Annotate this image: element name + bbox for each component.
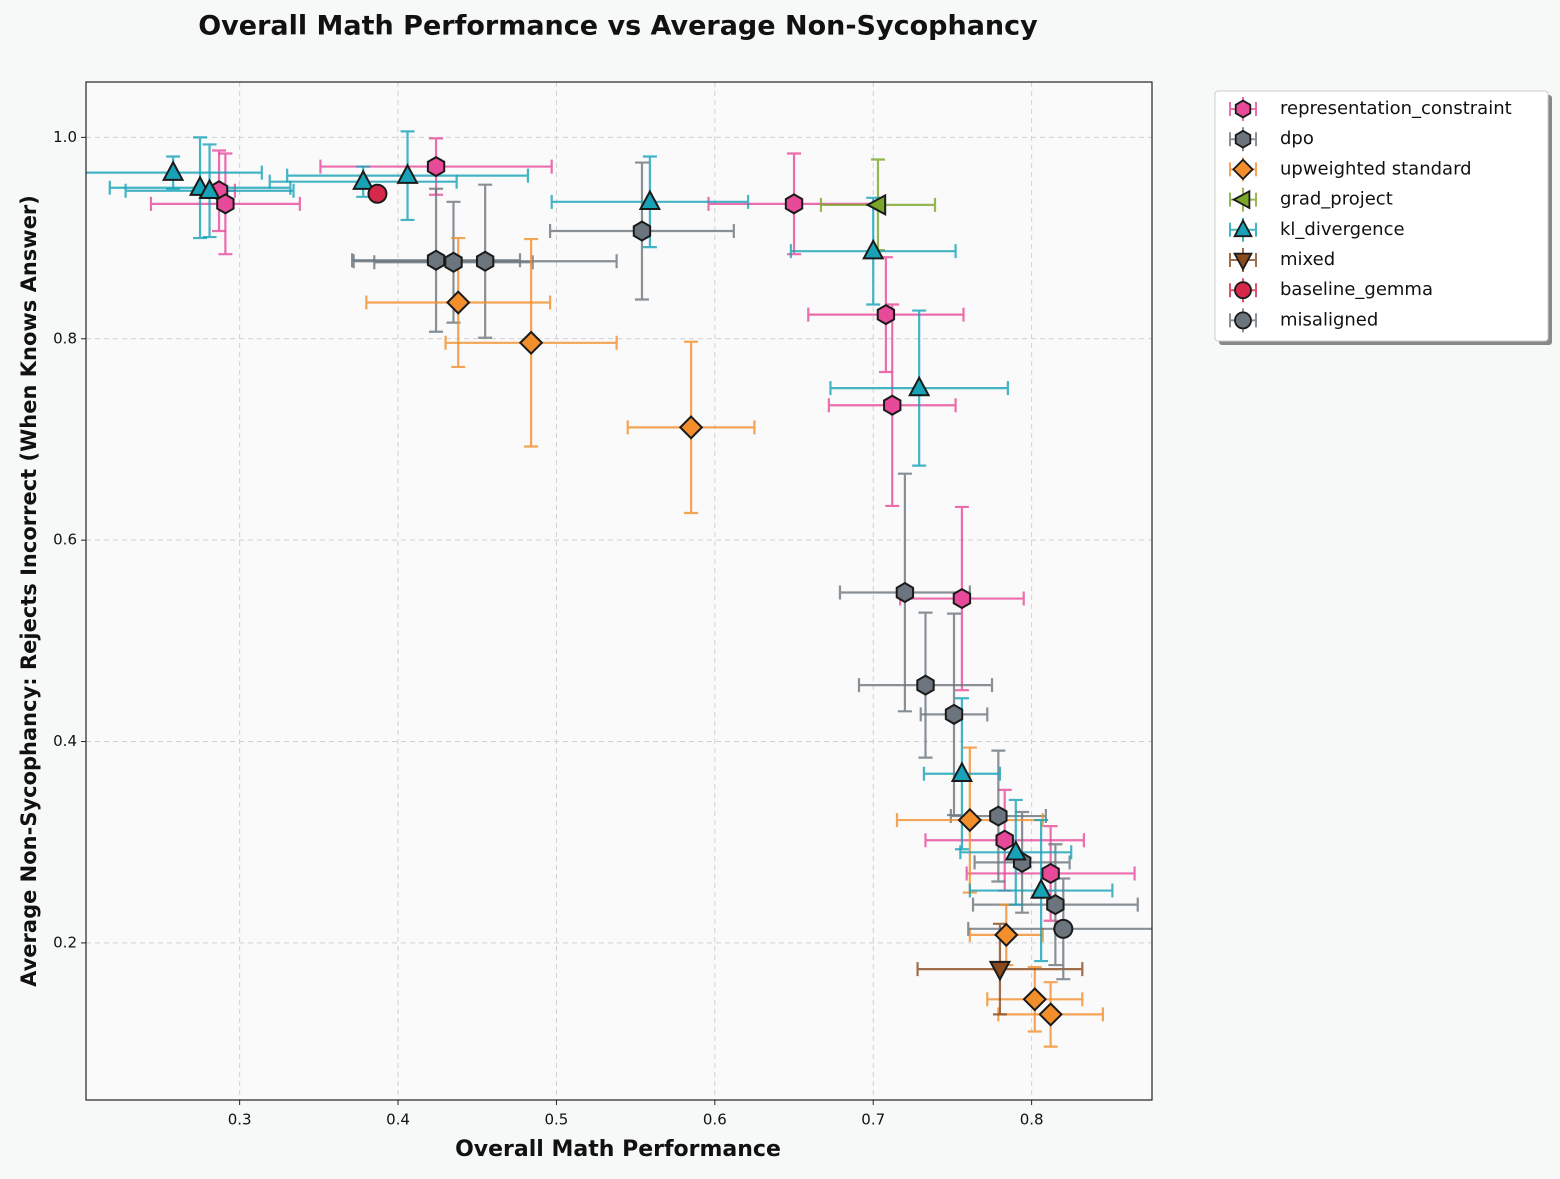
marker xyxy=(678,415,704,440)
marks xyxy=(86,130,1152,1048)
marker xyxy=(198,178,221,199)
marker xyxy=(957,807,983,833)
marker xyxy=(161,160,185,181)
marker xyxy=(444,251,463,273)
y-tick-label: 0.6 xyxy=(53,531,77,549)
marker xyxy=(1029,878,1053,899)
marker xyxy=(396,163,419,184)
marker xyxy=(1234,311,1252,330)
marker xyxy=(426,249,446,271)
x-tick-label: 0.4 xyxy=(386,1111,410,1129)
marker xyxy=(1234,281,1252,300)
marker xyxy=(518,330,544,356)
marker xyxy=(916,674,935,696)
marker xyxy=(883,394,902,416)
legend-label: representation_constraint xyxy=(1280,98,1512,119)
marker xyxy=(446,290,471,315)
marker xyxy=(1022,987,1048,1012)
marker xyxy=(895,581,915,604)
marker xyxy=(988,960,1012,982)
legend-label: grad_project xyxy=(1280,189,1393,210)
marker xyxy=(1232,158,1254,181)
marker xyxy=(876,303,896,326)
legend-label: upweighted standard xyxy=(1280,158,1472,179)
marker xyxy=(352,169,375,190)
marker xyxy=(950,761,974,782)
marker xyxy=(632,220,652,242)
legend-label: misaligned xyxy=(1280,309,1378,330)
legend-label: baseline_gemma xyxy=(1280,279,1433,300)
marker xyxy=(862,238,885,260)
y-axis-label: Average Non-Sycophancy: Rejects Incorrec… xyxy=(17,195,41,987)
marker xyxy=(426,155,446,178)
marker xyxy=(908,375,931,397)
plot-frame xyxy=(85,81,1153,1101)
x-tick-label: 0.5 xyxy=(545,1111,569,1129)
marker xyxy=(638,189,662,211)
marker xyxy=(1046,894,1065,916)
legend-label: mixed xyxy=(1280,249,1335,270)
legend xyxy=(1214,90,1549,342)
marker xyxy=(944,703,964,725)
legend-label: dpo xyxy=(1280,128,1314,149)
marker xyxy=(989,805,1008,827)
y-tick-label: 0.8 xyxy=(53,329,77,347)
x-tick-label: 0.8 xyxy=(1020,1111,1044,1129)
marker xyxy=(1041,862,1060,885)
y-tick-label: 0.4 xyxy=(53,732,77,750)
marker xyxy=(216,193,235,215)
marker xyxy=(1233,252,1253,272)
y-tick-label: 0.2 xyxy=(53,933,77,951)
grid xyxy=(86,82,1152,1100)
x-axis-label: Overall Math Performance xyxy=(455,1137,781,1162)
x-tick-label: 0.3 xyxy=(228,1111,252,1129)
marker xyxy=(995,829,1014,851)
marker xyxy=(475,250,495,272)
marker xyxy=(784,193,804,215)
marker xyxy=(994,922,1019,948)
marker xyxy=(1233,218,1253,238)
marker xyxy=(865,193,887,216)
marker xyxy=(1234,129,1252,149)
marker xyxy=(952,587,972,610)
marker xyxy=(367,183,388,204)
marker xyxy=(1038,1002,1063,1027)
y-tick-label: 1.0 xyxy=(53,128,77,146)
marker xyxy=(1234,99,1252,119)
chart-title: Overall Math Performance vs Average Non-… xyxy=(198,11,1038,42)
x-tick-label: 0.7 xyxy=(861,1111,885,1129)
marker xyxy=(1053,918,1074,939)
plot-area xyxy=(86,82,1152,1100)
marker xyxy=(1004,839,1027,861)
x-tick-label: 0.6 xyxy=(703,1111,727,1129)
marker xyxy=(1231,189,1251,210)
legend-label: kl_divergence xyxy=(1280,219,1405,240)
